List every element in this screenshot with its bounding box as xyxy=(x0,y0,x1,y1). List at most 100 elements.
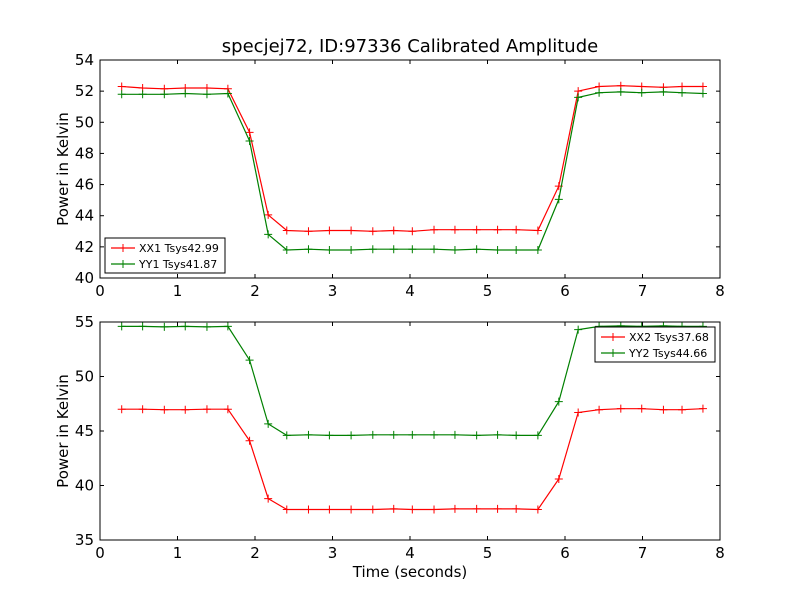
data-point xyxy=(181,322,190,331)
data-point xyxy=(512,431,521,440)
data-point xyxy=(325,245,334,254)
x-tick-label: 3 xyxy=(328,544,338,562)
data-point xyxy=(138,322,147,331)
data-point xyxy=(223,322,232,331)
data-point xyxy=(368,430,377,439)
data-point xyxy=(472,431,481,440)
data-point xyxy=(347,431,356,440)
data-point xyxy=(678,405,687,414)
y-tick-label: 50 xyxy=(75,113,94,131)
plot-area xyxy=(117,322,707,514)
data-point xyxy=(347,226,356,235)
data-point xyxy=(430,245,439,254)
data-point xyxy=(450,245,459,254)
legend: XX1 Tsys42.99 YY1 Tsys41.87 xyxy=(104,237,226,274)
data-point xyxy=(408,505,417,514)
y-tick-label: 35 xyxy=(75,531,94,549)
data-point xyxy=(533,505,542,514)
y-tick-label: 42 xyxy=(75,238,94,256)
data-point xyxy=(138,405,147,414)
x-tick-label: 2 xyxy=(250,544,260,562)
x-tick-label: 5 xyxy=(483,282,493,300)
legend-label: YY2 Tsys44.66 xyxy=(628,347,707,360)
top-plot: 0 1 2 3 4 5 6 7 8 40 42 44 46 48 50 52 54 Power in Kelvin… xyxy=(54,51,725,300)
data-point xyxy=(181,89,190,98)
y-tick-label: 52 xyxy=(75,82,94,100)
data-point xyxy=(202,90,211,99)
data-point xyxy=(325,431,334,440)
data-point xyxy=(304,245,313,254)
data-point xyxy=(117,82,126,91)
x-tick-label: 1 xyxy=(173,282,183,300)
data-point xyxy=(450,225,459,234)
data-point xyxy=(408,245,417,254)
x-axis-label: Time (seconds) xyxy=(352,563,468,581)
data-point xyxy=(408,227,417,236)
y-tick-label: 44 xyxy=(75,207,94,225)
data-point xyxy=(389,504,398,513)
data-point xyxy=(472,245,481,254)
legend-marker xyxy=(119,244,127,252)
data-point xyxy=(595,405,604,414)
x-tick-label: 0 xyxy=(95,282,105,300)
data-point xyxy=(533,245,542,254)
data-point xyxy=(282,505,291,514)
data-point xyxy=(117,322,126,331)
data-point xyxy=(117,405,126,414)
data-point xyxy=(304,227,313,236)
data-point xyxy=(616,404,625,413)
data-point xyxy=(659,87,668,96)
data-point xyxy=(389,430,398,439)
data-point xyxy=(223,405,232,414)
data-point xyxy=(245,136,254,145)
data-point xyxy=(512,245,521,254)
data-point xyxy=(493,504,502,513)
data-point xyxy=(202,322,211,331)
data-point xyxy=(325,505,334,514)
data-point xyxy=(574,408,583,417)
data-point xyxy=(245,356,254,365)
data-point xyxy=(245,436,254,445)
y-tick-label: 54 xyxy=(75,51,94,69)
legend-marker xyxy=(609,333,617,341)
y-tick-label: 50 xyxy=(75,368,94,386)
data-point xyxy=(223,89,232,98)
x-tick-label: 8 xyxy=(715,544,725,562)
legend-box xyxy=(104,237,226,274)
data-point xyxy=(493,430,502,439)
data-point xyxy=(408,430,417,439)
data-point xyxy=(554,474,563,483)
data-point xyxy=(282,431,291,440)
data-point xyxy=(368,245,377,254)
data-point xyxy=(533,226,542,235)
data-point xyxy=(493,245,502,254)
data-point xyxy=(493,225,502,234)
data-point xyxy=(181,405,190,414)
data-point xyxy=(264,494,273,503)
legend-marker xyxy=(609,349,617,357)
data-point xyxy=(160,405,169,414)
data-point xyxy=(554,397,563,406)
data-point xyxy=(698,89,707,98)
y-tick-label: 40 xyxy=(75,477,94,495)
data-point xyxy=(450,504,459,513)
data-point xyxy=(282,245,291,254)
data-point xyxy=(368,505,377,514)
y-axis-label: Power in Kelvin xyxy=(54,112,72,226)
data-point xyxy=(430,225,439,234)
data-point xyxy=(160,322,169,331)
x-tick-label: 6 xyxy=(560,544,570,562)
data-point xyxy=(533,431,542,440)
x-tick-label: 7 xyxy=(638,544,648,562)
data-point xyxy=(202,405,211,414)
data-point xyxy=(574,325,583,334)
data-point xyxy=(325,226,334,235)
legend: XX2 Tsys37.68 YY2 Tsys44.66 xyxy=(594,326,716,363)
data-point xyxy=(282,226,291,235)
data-point xyxy=(595,88,604,97)
x-tick-label: 8 xyxy=(715,282,725,300)
data-point xyxy=(304,430,313,439)
y-axis-label: Power in Kelvin xyxy=(54,374,72,488)
